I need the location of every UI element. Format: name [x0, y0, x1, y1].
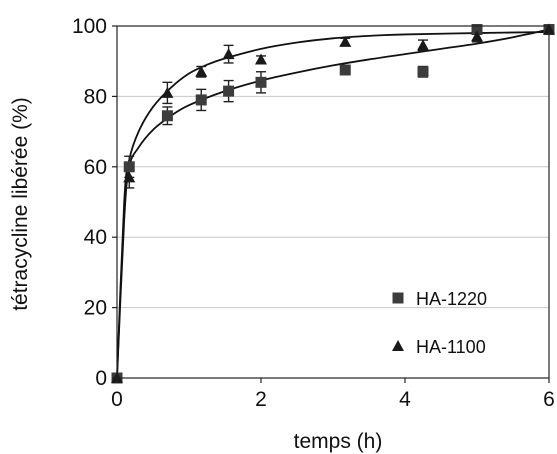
square-marker [195, 94, 207, 106]
fit-curves [116, 28, 550, 379]
data-markers [111, 23, 555, 384]
y-tick-label: 80 [84, 85, 107, 108]
square-marker [123, 161, 135, 173]
triangle-marker [471, 30, 483, 42]
square-marker [161, 110, 173, 122]
legend-label: HA-1220 [416, 289, 487, 309]
y-tick-label: 60 [84, 156, 107, 179]
x-axis-label: temps (h) [294, 430, 383, 453]
y-tick-label: 0 [95, 367, 107, 390]
x-tick-label: 2 [255, 388, 267, 411]
square-marker [223, 85, 235, 97]
square-marker [471, 24, 483, 36]
y-tick-label: 20 [84, 297, 107, 320]
grid-lines [117, 25, 549, 309]
y-tick-label: 40 [84, 226, 107, 249]
triangle-marker [222, 48, 235, 60]
triangle-marker [123, 171, 136, 183]
x-tick-label: 0 [111, 388, 123, 411]
plot-area-frame [116, 25, 550, 379]
legend-label: HA-1100 [416, 337, 486, 357]
triangle-marker [339, 35, 352, 47]
legend: HA-1220 HA-1100 [392, 289, 487, 357]
y-axis-label: tétracycline libérée (%) [9, 97, 32, 311]
y-tick-label: 100 [72, 15, 107, 38]
y-axis-ticks: 0 20 40 60 80 100 [72, 15, 117, 390]
square-marker [417, 66, 429, 78]
legend-marker [392, 340, 404, 351]
triangle-marker [161, 86, 174, 98]
fit-curve [116, 31, 550, 379]
legend-marker [392, 292, 404, 304]
triangle-marker [255, 53, 267, 65]
square-marker [255, 76, 267, 88]
x-axis-ticks: 0 2 4 6 [111, 378, 555, 411]
triangle-marker [417, 39, 429, 51]
triangle-marker [195, 65, 208, 77]
x-tick-label: 6 [543, 388, 555, 411]
fit-curve [116, 28, 550, 379]
square-marker [339, 64, 351, 76]
x-tick-label: 4 [399, 388, 411, 411]
error-bars [124, 25, 554, 189]
